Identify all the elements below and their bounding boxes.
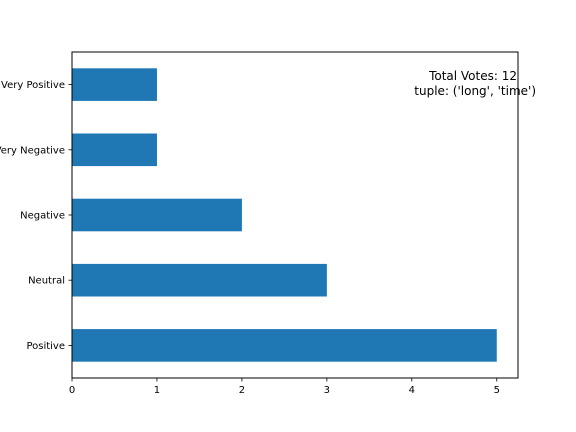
x-tick-label: 4: [409, 385, 415, 396]
bar-very-negative: [72, 133, 157, 167]
x-tick-label: 1: [154, 385, 160, 396]
y-tick-label: Neutral: [28, 276, 65, 287]
y-tick-label: Negative: [20, 211, 65, 222]
x-axis: 0 1 2 3 4 5: [69, 378, 500, 396]
bars-group: [72, 68, 497, 362]
total-votes-annotation: Total Votes: 12: [428, 69, 517, 83]
y-axis: Positive Neutral Negative Very Negative Very…: [0, 80, 72, 352]
tuple-annotation: tuple: ('long', 'time'): [414, 84, 536, 98]
x-tick-label: 5: [494, 385, 500, 396]
x-tick-label: 2: [239, 385, 245, 396]
x-tick-label: 0: [69, 385, 75, 396]
bar-neutral: [72, 263, 327, 297]
bar-very-positive: [72, 68, 157, 101]
y-tick-label: Very Negative: [0, 145, 65, 156]
bar-negative: [72, 198, 242, 232]
bar-positive: [72, 329, 497, 362]
y-tick-label: Positive: [26, 341, 65, 352]
x-tick-label: 3: [324, 385, 330, 396]
y-tick-label: Very Positive: [1, 80, 65, 91]
